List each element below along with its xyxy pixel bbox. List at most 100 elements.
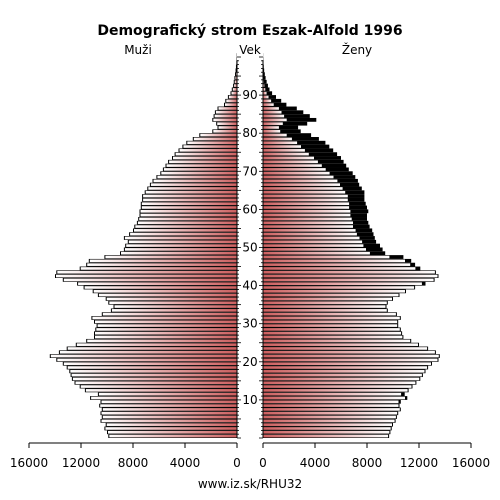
male-bar-fill-age-32 — [102, 312, 237, 316]
male-bar-fill-age-5 — [102, 415, 237, 419]
female-bar-fill-age-63 — [263, 194, 348, 198]
male-bar-fill-age-60 — [141, 206, 237, 209]
male-bar-fill-age-45 — [87, 263, 237, 266]
male-bar-fill-age-15 — [72, 377, 238, 381]
male-bar-fill-age-76 — [183, 145, 237, 148]
x-tick-label-left: 4000 — [170, 456, 201, 470]
female-bar-fill-age-36 — [263, 297, 392, 301]
female-bar-fill-age-75 — [263, 149, 305, 152]
male-bar-fill-age-47 — [105, 255, 238, 259]
female-bar-fill-age-15 — [263, 377, 420, 381]
male-bar-fill-age-12 — [85, 389, 238, 392]
male-bar-fill-age-2 — [105, 427, 238, 430]
female-bar-fill-age-7 — [263, 408, 400, 411]
female-bar-age-83 — [263, 117, 317, 122]
x-tick-label-left: 12000 — [62, 456, 100, 470]
male-bar-fill-age-36 — [106, 297, 237, 301]
male-bar-fill-age-27 — [95, 331, 237, 335]
male-bar-fill-age-84 — [214, 114, 237, 118]
female-bar-fill-age-30 — [263, 320, 398, 324]
male-bar-fill-age-64 — [145, 190, 237, 194]
female-bar-fill-age-0 — [263, 434, 389, 438]
female-bar-fill-age-71 — [263, 164, 322, 167]
female-bar-fill-age-31 — [263, 316, 400, 320]
male-bar-fill-age-3 — [106, 423, 237, 426]
male-bar-fill-age-73 — [173, 156, 237, 160]
male-bar-fill-age-57 — [139, 217, 237, 221]
male-bar-fill-age-72 — [169, 160, 237, 164]
male-bar-fill-age-34 — [114, 305, 237, 308]
female-bar-age-90 — [263, 91, 273, 96]
female-bar-fill-age-6 — [263, 411, 398, 415]
female-bar-fill-age-39 — [263, 286, 415, 289]
female-bar-age-95 — [263, 72, 265, 77]
male-bar-fill-age-69 — [161, 171, 237, 175]
female-bar-fill-age-2 — [263, 427, 391, 430]
female-bar-fill-age-66 — [263, 183, 340, 186]
male-bar-fill-age-38 — [93, 290, 237, 293]
male-bar-fill-age-21 — [50, 354, 237, 358]
female-bar-fill-age-79 — [263, 133, 287, 137]
male-bar-fill-age-79 — [200, 133, 237, 137]
male-bar-fill-age-29 — [97, 324, 237, 327]
female-bar-fill-age-48 — [263, 251, 370, 255]
chart-title: Demografický strom Eszak-Alfold 1996 — [97, 23, 402, 39]
male-bar-fill-age-86 — [218, 107, 237, 110]
female-bar-fill-age-90 — [263, 91, 267, 95]
male-bar-fill-age-28 — [96, 328, 237, 331]
male-bar-fill-age-39 — [84, 286, 237, 289]
female-bar-fill-age-92 — [263, 84, 265, 87]
x-tick-label-right: 12000 — [400, 456, 438, 470]
female-bar-fill-age-26 — [263, 335, 403, 339]
female-bar-fill-age-20 — [263, 358, 438, 362]
female-bar-fill-age-28 — [263, 328, 400, 331]
female-bar-fill-age-11 — [263, 392, 402, 396]
male-bar-fill-age-53 — [130, 232, 237, 236]
age-ticks-group: 10 20 30 40 50 60 70 80 90 — [242, 88, 257, 407]
female-bar-fill-age-62 — [263, 198, 348, 202]
female-bar-age-86 — [263, 106, 297, 111]
male-bar-fill-age-85 — [215, 110, 237, 114]
male-bar-fill-age-1 — [108, 430, 237, 434]
female-bar-fill-age-41 — [263, 278, 434, 282]
female-bar-fill-age-74 — [263, 152, 309, 156]
male-bar-fill-age-68 — [157, 175, 237, 179]
male-bar-fill-age-46 — [89, 259, 237, 263]
male-bar-age-95 — [235, 72, 237, 77]
male-bar-fill-age-87 — [225, 103, 237, 106]
male-bar-fill-age-70 — [163, 168, 237, 171]
female-bar-fill-age-65 — [263, 187, 343, 190]
female-bar-fill-age-47 — [263, 255, 390, 259]
female-bar-fill-age-44 — [263, 267, 416, 270]
female-bar-fill-age-46 — [263, 259, 405, 263]
male-bar-fill-age-78 — [193, 137, 237, 141]
x-tick-label-right: 8000 — [352, 456, 383, 470]
female-bar-age-79 — [263, 133, 312, 138]
x-tick-label-right: 16000 — [452, 456, 490, 470]
male-bar-fill-age-71 — [166, 164, 237, 167]
age-tick-label: 80 — [242, 126, 257, 140]
female-bar-fill-age-60 — [263, 206, 350, 209]
female-bar-fill-age-76 — [263, 145, 301, 148]
female-bar-fill-age-86 — [263, 107, 279, 110]
female-bar-age-82 — [263, 121, 308, 126]
male-bar-fill-age-44 — [80, 267, 237, 270]
female-bar-fill-age-5 — [263, 415, 396, 419]
male-bar-fill-age-19 — [63, 362, 237, 366]
age-tick-label: 70 — [242, 164, 257, 178]
female-bar-fill-age-67 — [263, 179, 338, 183]
female-bar-fill-age-78 — [263, 137, 292, 141]
x-tick-label-left: 8000 — [118, 456, 149, 470]
female-bar-age-94 — [263, 76, 266, 80]
female-bar-fill-age-91 — [263, 88, 266, 91]
female-bar-fill-age-13 — [263, 385, 412, 388]
male-bar-fill-age-24 — [76, 343, 237, 346]
male-bar-fill-age-4 — [101, 419, 237, 423]
female-bar-fill-age-25 — [263, 339, 411, 343]
female-bar-age-87 — [263, 102, 287, 107]
male-bar-fill-age-62 — [143, 198, 237, 202]
female-bar-fill-age-51 — [263, 240, 363, 244]
age-tick-label: 10 — [242, 393, 257, 407]
male-bar-fill-age-59 — [140, 210, 237, 213]
age-tick-label: 40 — [242, 279, 257, 293]
